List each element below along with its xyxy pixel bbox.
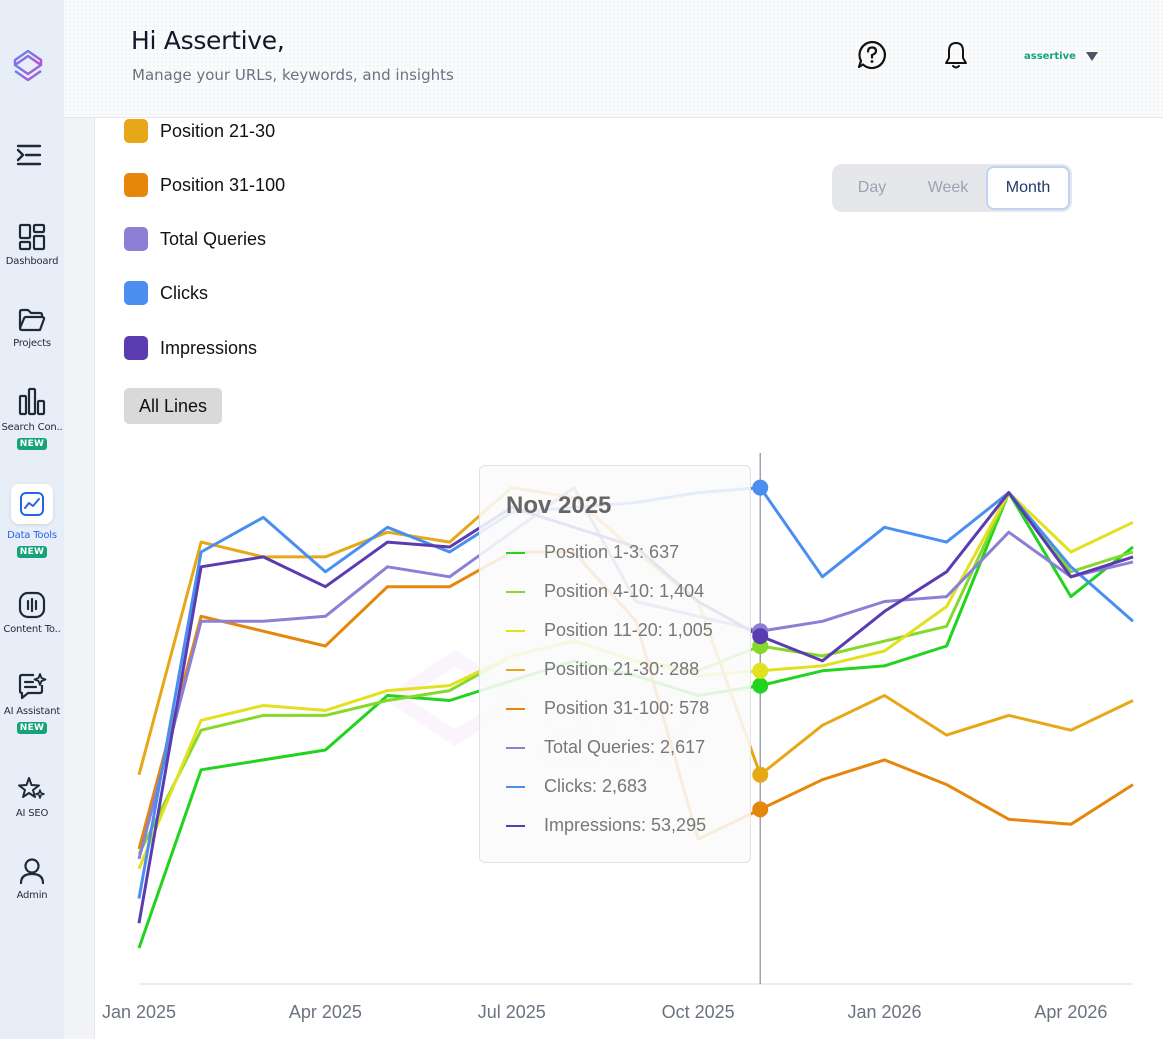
new-badge: NEW	[16, 722, 48, 734]
sidebar-item-search-console[interactable]: Search Con.. NEW	[0, 386, 64, 451]
legend-label: Total Queries	[160, 228, 267, 249]
sidebar-item-label: Content To..	[3, 624, 61, 635]
user-icon	[19, 858, 45, 885]
series-dash	[506, 668, 525, 671]
notification-bell-icon[interactable]	[942, 40, 970, 70]
sidebar-item-label: AI SEO	[15, 808, 49, 819]
sidebar-item-dashboard[interactable]: Dashboard	[0, 222, 64, 267]
sidebar-item-ai-seo[interactable]: AI SEO	[0, 774, 64, 819]
new-badge: NEW	[16, 438, 48, 450]
sidebar-item-label: Data Tools	[7, 530, 57, 541]
tooltip-row: Clicks: 2,683	[506, 776, 647, 797]
period-toggle: Day Week Month	[832, 164, 1072, 212]
highlight-point	[752, 801, 769, 818]
legend-item-total-queries[interactable]: Total Queries	[124, 227, 266, 251]
series-dash	[506, 629, 525, 632]
legend-swatch	[124, 227, 148, 251]
series-dash	[506, 824, 525, 827]
sidebar-item-ai-assistant[interactable]: AI Assistant NEW	[0, 672, 64, 735]
stars-icon	[18, 777, 45, 799]
tooltip-row: Position 11-20: 1,005	[506, 620, 713, 641]
legend-item-impressions[interactable]: Impressions	[124, 336, 257, 360]
greeting-subtitle: Manage your URLs, keywords, and insights	[132, 66, 454, 84]
tooltip-row-text: Total Queries: 2,617	[544, 737, 706, 757]
legend-swatch	[124, 336, 148, 360]
tooltip-row: Position 1-3: 637	[506, 542, 679, 563]
tooltip-row-text: Impressions: 53,295	[544, 815, 707, 835]
user-menu[interactable]: assertive	[1024, 46, 1098, 66]
legend-swatch	[124, 119, 148, 143]
period-day-button[interactable]: Day	[857, 179, 887, 196]
series-dash	[506, 746, 525, 749]
period-week-button[interactable]: Week	[927, 179, 969, 196]
sidebar-item-label: Projects	[13, 338, 51, 349]
page-header: Hi Assertive, Manage your URLs, keywords…	[64, 0, 1163, 118]
dashboard-icon	[18, 223, 46, 251]
highlight-point	[752, 766, 769, 783]
user-name: assertive	[1024, 50, 1076, 62]
highlight-point	[752, 479, 769, 496]
sidebar-item-label: Admin	[16, 890, 48, 901]
legend-label: Position 31-100	[160, 174, 286, 195]
chart-tooltip: Nov 2025 Position 1-3: 637 Position 4-10…	[479, 465, 751, 863]
new-badge: NEW	[16, 546, 48, 558]
tooltip-row-text: Clicks: 2,683	[544, 776, 648, 796]
content-icon	[18, 591, 46, 619]
series-dash	[506, 785, 525, 788]
legend-swatch	[124, 281, 148, 305]
legend-swatch	[124, 173, 148, 197]
tooltip-title: Nov 2025	[506, 492, 612, 519]
chart-card: Position 21-30 Position 31-100 Total Que…	[94, 118, 1163, 1039]
folder-icon	[18, 308, 46, 332]
x-tick-label: Oct 2025	[662, 1002, 735, 1022]
tooltip-row: Total Queries: 2,617	[506, 737, 705, 758]
bar-chart-icon	[18, 387, 46, 416]
greeting-title: Hi Assertive,	[131, 26, 285, 55]
app-logo-icon[interactable]	[10, 48, 46, 86]
tooltip-row-text: Position 11-20: 1,005	[544, 620, 713, 640]
tooltip-row-text: Position 31-100: 578	[544, 698, 710, 718]
legend-label: Clicks	[160, 282, 208, 303]
series-dash	[506, 707, 525, 710]
sidebar-item-projects[interactable]: Projects	[0, 306, 64, 349]
chevron-down-icon	[1085, 51, 1098, 61]
tooltip-row-text: Position 21-30: 288	[544, 659, 700, 679]
sidebar-item-content-tools[interactable]: Content To..	[0, 590, 64, 635]
tooltip-row: Position 4-10: 1,404	[506, 581, 704, 602]
x-tick-label: Jan 2025	[102, 1002, 176, 1022]
legend-item-position-21-30[interactable]: Position 21-30	[124, 119, 275, 143]
x-tick-label: Jan 2026	[847, 1002, 921, 1022]
series-dash	[506, 590, 525, 593]
legend-label: Position 21-30	[160, 120, 276, 141]
trend-chart-icon	[20, 492, 44, 516]
sidebar-item-label: Search Con..	[1, 422, 63, 433]
tooltip-row-text: Position 1-3: 637	[544, 542, 680, 562]
chat-sparkle-icon	[18, 673, 47, 700]
legend-item-clicks[interactable]: Clicks	[124, 281, 208, 305]
tooltip-row: Position 31-100: 578	[506, 698, 709, 719]
series-dash	[506, 551, 525, 554]
highlight-point	[752, 628, 769, 645]
sidebar-item-admin[interactable]: Admin	[0, 856, 64, 901]
legend-item-position-31-100[interactable]: Position 31-100	[124, 173, 285, 197]
help-icon[interactable]	[857, 40, 887, 70]
sidebar-item-label: AI Assistant	[3, 706, 61, 717]
collapse-sidebar-icon[interactable]	[15, 142, 43, 168]
sidebar-item-data-tools[interactable]: Data Tools NEW	[0, 484, 64, 559]
sidebar: Dashboard Projects Search Con.. NEW Data…	[0, 0, 64, 1039]
x-tick-label: Apr 2026	[1034, 1002, 1107, 1022]
x-tick-label: Apr 2025	[289, 1002, 362, 1022]
legend-label: Impressions	[160, 337, 258, 358]
tooltip-row: Impressions: 53,295	[506, 815, 706, 836]
tooltip-row: Position 21-30: 288	[506, 659, 699, 680]
active-indicator	[11, 484, 53, 524]
x-tick-label: Jul 2025	[478, 1002, 546, 1022]
period-month-button[interactable]: Month	[986, 166, 1070, 210]
highlight-point	[752, 662, 769, 679]
highlight-point	[752, 677, 769, 694]
all-lines-button[interactable]: All Lines	[124, 388, 222, 424]
tooltip-row-text: Position 4-10: 1,404	[544, 581, 705, 601]
sidebar-item-label: Dashboard	[5, 256, 59, 267]
